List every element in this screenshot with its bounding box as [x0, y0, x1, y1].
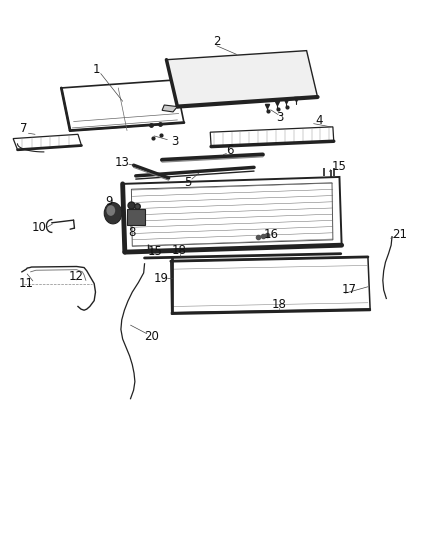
Text: 2: 2: [213, 35, 221, 48]
Text: 8: 8: [129, 226, 136, 239]
Text: 12: 12: [69, 270, 84, 282]
Text: 7: 7: [20, 123, 28, 135]
Text: 3: 3: [172, 135, 179, 148]
Circle shape: [104, 203, 122, 224]
Polygon shape: [162, 105, 177, 112]
Text: 13: 13: [114, 156, 129, 168]
Text: 5: 5: [184, 176, 191, 189]
Text: 16: 16: [264, 228, 279, 241]
Text: 1: 1: [92, 63, 100, 76]
Polygon shape: [166, 51, 318, 107]
Text: 18: 18: [272, 298, 287, 311]
Text: 10: 10: [32, 221, 47, 233]
Text: 19: 19: [154, 272, 169, 285]
Text: 6: 6: [226, 144, 234, 157]
Circle shape: [106, 205, 115, 216]
Text: 17: 17: [342, 284, 357, 296]
Text: 15: 15: [332, 160, 347, 173]
Text: 21: 21: [392, 228, 407, 241]
Text: 11: 11: [19, 277, 34, 290]
Text: 18: 18: [171, 244, 186, 257]
Bar: [127, 209, 145, 225]
Text: 20: 20: [144, 330, 159, 343]
Text: 3: 3: [277, 111, 284, 124]
Text: 4: 4: [315, 114, 323, 127]
Text: 9: 9: [105, 195, 113, 208]
Text: 15: 15: [148, 245, 163, 258]
